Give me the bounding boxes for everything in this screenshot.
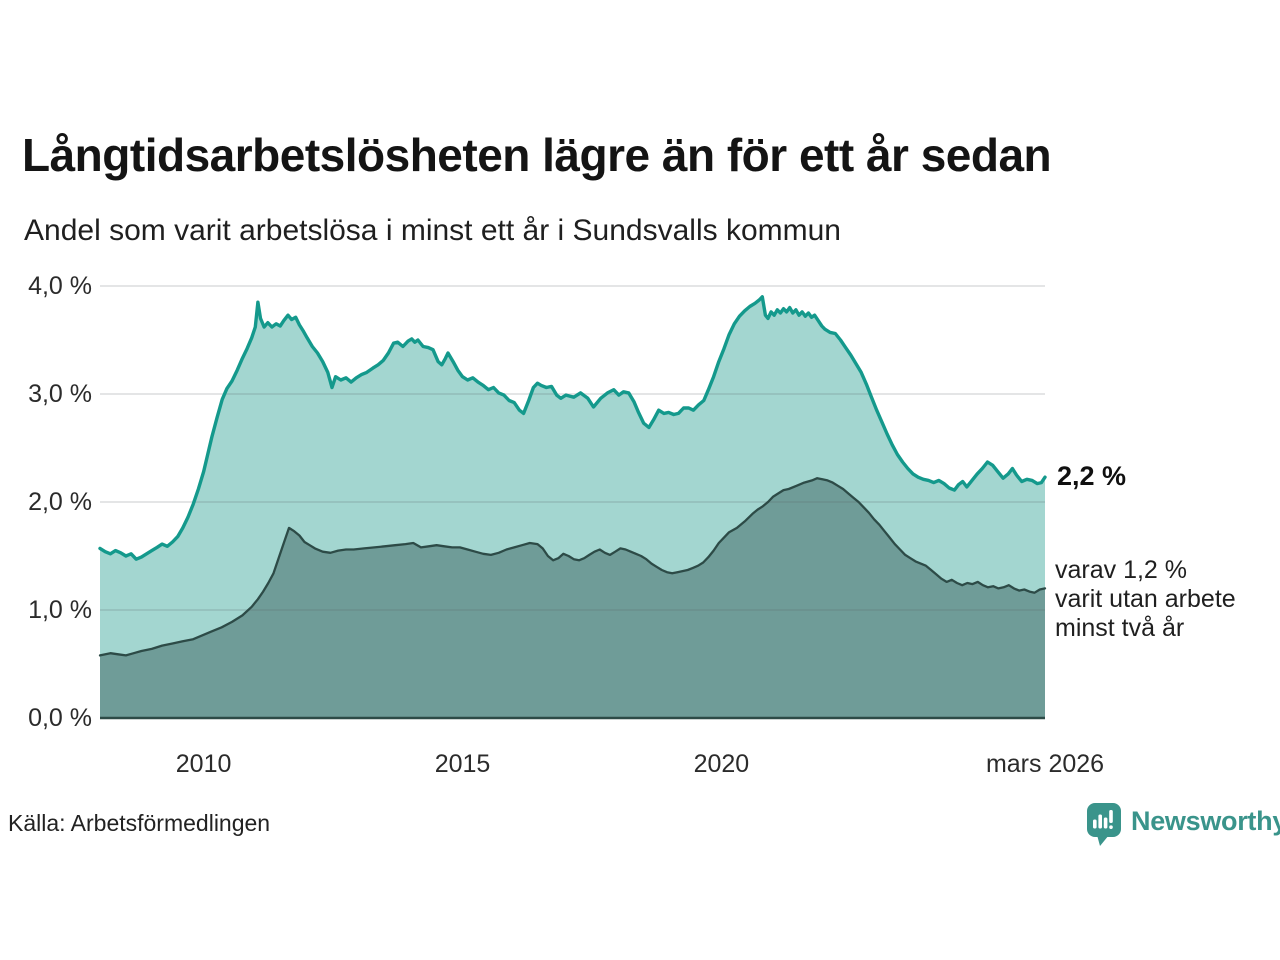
- secondary-annotation-line-1: varav 1,2 %: [1055, 556, 1188, 584]
- y-tick-label: 1,0 %: [28, 596, 92, 624]
- latest-value-label: 2,2 %: [1057, 461, 1127, 491]
- y-tick-label: 3,0 %: [28, 380, 92, 408]
- secondary-annotation-line-2: varit utan arbete: [1055, 585, 1236, 613]
- page-title: Långtidsarbetslösheten lägre än för ett …: [22, 129, 1052, 181]
- secondary-annotation: varav 1,2 % varit utan arbete minst två …: [1055, 556, 1236, 643]
- series-line-2: [98, 477, 1047, 657]
- x-tick-label: mars 2026: [985, 750, 1105, 778]
- y-tick-label: 4,0 %: [28, 272, 92, 300]
- newsworthy-chart-bubble-icon: [1087, 803, 1121, 846]
- x-tick-label: 2015: [434, 750, 491, 778]
- y-tick-label: 2,0 %: [28, 488, 92, 516]
- newsworthy-wordmark: Newsworthy: [1131, 806, 1280, 836]
- x-tick-label: 2020: [693, 750, 750, 778]
- chart-subtitle: Andel som varit arbetslösa i minst ett å…: [24, 214, 841, 247]
- newsworthy-logo: Newsworthy: [1086, 802, 1280, 848]
- x-tick-label: 2010: [175, 750, 232, 778]
- source-label: Källa: Arbetsförmedlingen: [8, 810, 271, 836]
- secondary-annotation-line-3: minst två år: [1055, 614, 1185, 642]
- series-area-2: [100, 478, 1045, 718]
- y-tick-label: 0,0 %: [28, 704, 92, 732]
- series-line-1: [98, 295, 1047, 561]
